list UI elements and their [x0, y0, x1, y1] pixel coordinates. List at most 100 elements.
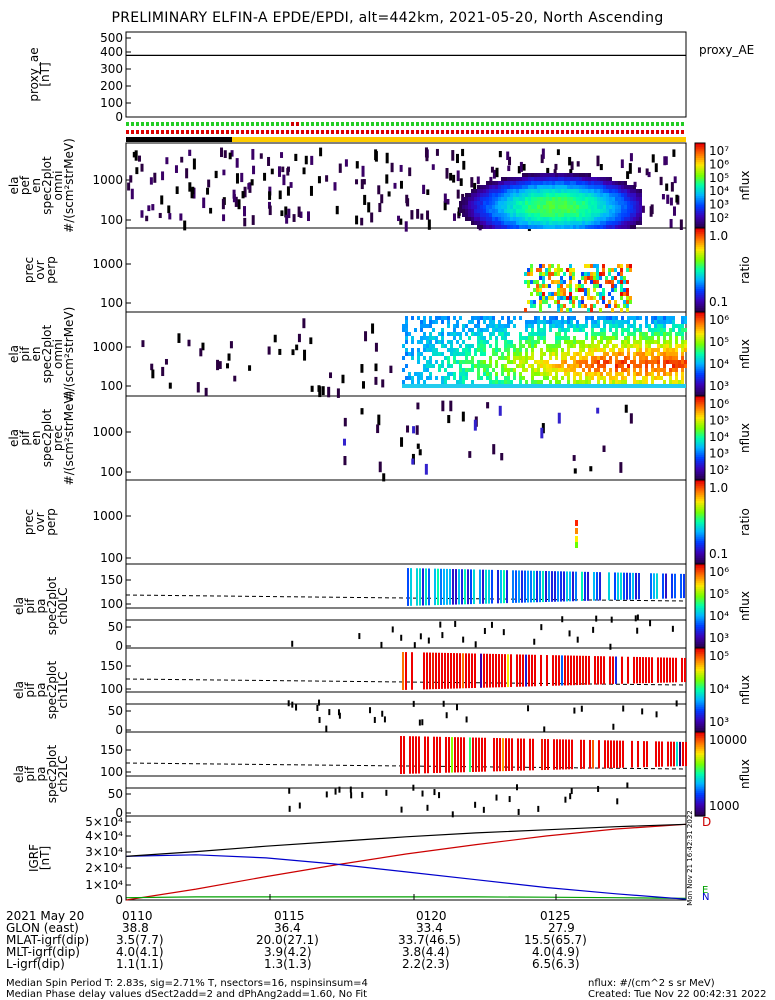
spectrogram-pixel [591, 225, 594, 229]
colorbar-swatch [695, 683, 705, 687]
spectrogram-pixel [498, 201, 501, 205]
spectrogram-pixel [536, 280, 539, 284]
spectrogram-pixel [486, 221, 489, 225]
spectrogram-pixel [516, 185, 519, 189]
spectrogram-pixel [429, 340, 432, 344]
spectrogram-pixel [620, 280, 623, 284]
spectrogram-pixel [573, 344, 576, 348]
spectrogram-pixel [288, 787, 291, 794]
spectrogram-pixel [600, 177, 603, 181]
spectrogram-pixel [567, 173, 570, 177]
spectrogram-pixel [584, 272, 587, 276]
y-tick-label: 1×10⁴ [85, 878, 123, 892]
spectrogram-pixel [621, 185, 624, 189]
colorbar-swatch [695, 757, 705, 760]
spectrogram-pixel [642, 657, 644, 684]
flag-mark [596, 130, 599, 134]
colorbar-swatch [695, 404, 705, 408]
flag-bar [126, 137, 686, 142]
spectrogram-pixel [552, 217, 555, 221]
spectrogram-pixel [537, 320, 540, 324]
spectrogram-pixel [465, 372, 468, 376]
spectrogram-pixel [609, 348, 612, 352]
spectrogram-pixel [618, 352, 621, 356]
spectrogram-pixel [567, 340, 570, 344]
spectrogram-pixel [573, 316, 576, 320]
spectrogram-pixel [462, 372, 465, 376]
spectrogram-pixel [624, 205, 627, 209]
spectrogram-pixel [405, 328, 408, 332]
spectrogram-pixel [540, 181, 543, 185]
colorbar-swatch [695, 423, 705, 426]
spectrogram-pixel [545, 268, 548, 272]
spectrogram-pixel [278, 348, 282, 355]
spectrogram-pixel [361, 791, 364, 798]
spectrogram-pixel [567, 197, 570, 201]
spectrogram-pixel [528, 324, 531, 328]
spectrogram-pixel [268, 205, 272, 216]
spectrogram-pixel [471, 320, 474, 324]
spectrogram-pixel [629, 268, 632, 272]
orbit-value: 0115 [274, 909, 305, 923]
spectrogram-pixel [581, 276, 584, 280]
spectrogram-pixel [609, 201, 612, 205]
spectrogram-pixel [591, 332, 594, 336]
spectrogram-pixel [441, 340, 444, 344]
spectrogram-pixel [602, 264, 605, 268]
spectrogram-pixel [135, 167, 139, 175]
spectrogram-pixel [531, 352, 534, 356]
spectrogram-pixel [376, 424, 380, 434]
spectrogram-pixel [417, 360, 420, 364]
spectrogram-pixel [426, 652, 428, 690]
spectrogram-pixel [537, 368, 540, 372]
spectrogram-pixel [435, 340, 438, 344]
y-axis-label: ela [12, 681, 26, 699]
pitch-angle-spectrogram [125, 568, 687, 650]
spectrogram-pixel [408, 332, 411, 336]
spectrogram-pixel [522, 225, 525, 229]
spectrogram-pixel [441, 352, 444, 356]
spectrogram-blob [402, 316, 687, 388]
spectrogram-pixel [465, 209, 468, 213]
flag-mark [126, 130, 129, 134]
spectrogram-pixel [333, 182, 337, 191]
spectrogram-pixel [318, 716, 321, 723]
spectrogram-pixel [531, 217, 534, 221]
spectrogram-pixel [663, 348, 666, 352]
colorbar-swatch [695, 341, 705, 345]
spectrogram-pixel [599, 164, 603, 171]
flag-mark [271, 130, 274, 134]
colorbar-swatch [695, 610, 705, 613]
spectrogram-pixel [603, 364, 606, 368]
colorbar-swatch [695, 713, 705, 716]
spectrogram-pixel [606, 181, 609, 185]
spectrogram-pixel [588, 209, 591, 213]
spectrogram-pixel [545, 296, 548, 300]
spectrogram-pixel [267, 201, 271, 209]
spectrogram-pixel [561, 328, 564, 332]
spectrogram-pixel [573, 193, 576, 197]
spectrogram-pixel [450, 352, 453, 356]
spectrogram-pixel [471, 213, 474, 217]
spectrogram-pixel [543, 193, 546, 197]
spectrogram-pixel [579, 348, 582, 352]
spectrogram-pixel [507, 201, 510, 205]
flag-mark [426, 130, 429, 134]
spectrogram-pixel [510, 344, 513, 348]
spectrogram-pixel [543, 320, 546, 324]
spectrogram-pixel [478, 737, 480, 772]
spectrogram-pixel [555, 655, 557, 686]
colorbar-tick-label: 10³ [709, 379, 729, 393]
spectrogram-pixel [569, 284, 572, 288]
colorbar-swatch [695, 160, 705, 163]
spectrogram-pixel [617, 304, 620, 308]
spectrogram-pixel [462, 360, 465, 364]
spectrogram-pixel [501, 197, 504, 201]
spectrogram-pixel [642, 352, 645, 356]
spectrogram-pixel [585, 225, 588, 229]
spectrogram-pixel [636, 189, 639, 193]
spectrogram-pixel [150, 363, 154, 371]
spectrogram-pixel [633, 185, 636, 189]
spectrogram-pixel [483, 316, 486, 320]
